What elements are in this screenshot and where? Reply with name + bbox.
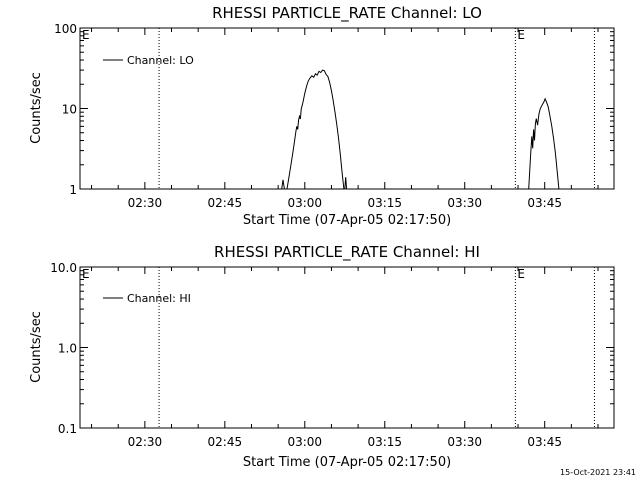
- y-ticks-lo: 100 10 1: [54, 22, 614, 197]
- x-tick-label-hi-5: 03:45: [527, 435, 562, 449]
- x-ticks-hi: 02:30 02:45 03:00 03:15 03:30 03:45: [91, 267, 599, 449]
- series-line-lo-0-2: [344, 177, 348, 190]
- series-line-lo-0-0: [281, 179, 285, 190]
- x-tick-label-lo-1: 02:45: [208, 196, 243, 210]
- panel-lo: RHESSI PARTICLE_RATE Channel: LO 100101 …: [29, 4, 615, 228]
- chart-title-hi: RHESSI PARTICLE_RATE Channel: HI: [214, 243, 480, 262]
- plot-frame-lo: [79, 27, 615, 190]
- x-axis-label-hi: Start Time (07-Apr-05 02:17:50): [243, 455, 451, 470]
- panel-hi: RHESSI PARTICLE_RATE Channel: HI 10.0 1.0…: [29, 243, 615, 470]
- x-tick-label-lo-5: 03:45: [527, 196, 562, 210]
- edge-label-hi: E: [82, 267, 90, 281]
- y-tick-label-hi-2: 0.1: [58, 422, 77, 436]
- y-tick-label-lo-2: 1: [69, 183, 77, 197]
- legend-hi: Channel: HI: [103, 292, 191, 305]
- x-tick-label-hi-3: 03:15: [367, 435, 402, 449]
- event-marker-label-hi-1: E: [517, 267, 525, 281]
- legend-lo: Channel: LO: [103, 54, 194, 67]
- y-ticks-hi: 10.0 1.0 0.1: [50, 261, 614, 436]
- series-lo: [281, 69, 560, 190]
- markers-lo: E: [158, 28, 595, 189]
- y-tick-label-hi-0: 10.0: [50, 261, 77, 275]
- x-tick-label-lo-4: 03:30: [447, 196, 482, 210]
- x-tick-label-hi-0: 02:30: [128, 435, 163, 449]
- y-axis-label-lo: Counts/sec: [29, 72, 44, 144]
- legend-label-hi: Channel: HI: [127, 292, 191, 305]
- chart-title-lo: RHESSI PARTICLE_RATE Channel: LO: [212, 4, 482, 23]
- x-tick-label-lo-2: 03:00: [287, 196, 322, 210]
- x-tick-label-lo-3: 03:15: [367, 196, 402, 210]
- y-axis-label-hi: Counts/sec: [29, 311, 44, 383]
- markers-hi: E: [158, 267, 595, 428]
- x-tick-label-hi-1: 02:45: [208, 435, 243, 449]
- series-line-lo-0-1: [286, 69, 345, 190]
- y-tick-label-hi-1: 1.0: [58, 342, 77, 356]
- event-marker-label-lo-1: E: [517, 28, 525, 42]
- x-tick-label-lo-0: 02:30: [128, 196, 163, 210]
- x-tick-label-hi-4: 03:30: [447, 435, 482, 449]
- y-tick-label-lo-1: 10: [62, 103, 77, 117]
- x-tick-label-hi-2: 03:00: [287, 435, 322, 449]
- series-line-lo-0-3: [528, 97, 560, 190]
- x-ticks-lo: 02:30 02:45 03:00 03:15 03:30 03:45: [91, 28, 599, 210]
- x-axis-label-lo: Start Time (07-Apr-05 02:17:50): [243, 213, 451, 228]
- legend-label-lo: Channel: LO: [127, 54, 194, 67]
- footer-timestamp: 15-Oct-2021 23:41: [560, 468, 636, 477]
- edge-label-lo: E: [82, 28, 90, 42]
- y-tick-label-lo-0: 100: [54, 22, 77, 36]
